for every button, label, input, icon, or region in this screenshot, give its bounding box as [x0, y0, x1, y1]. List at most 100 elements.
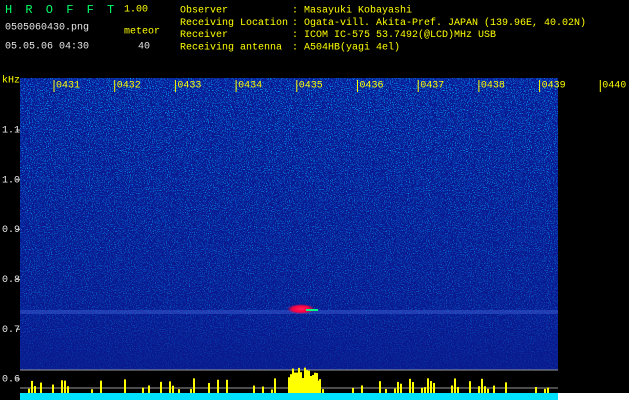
- echo-bar: [302, 378, 304, 393]
- echo-bar: [306, 370, 308, 393]
- carrier-line: [20, 310, 558, 314]
- echo-bar: [193, 378, 195, 393]
- echo-bar: [316, 373, 318, 393]
- echo-bar: [64, 380, 66, 393]
- echo-bar: [454, 378, 456, 393]
- echo-bar: [253, 385, 255, 393]
- echo-bar: [61, 380, 63, 393]
- y-tick-label: 1.0: [2, 175, 20, 186]
- echo-bar: [274, 378, 276, 393]
- labels: Observer : Masayuki Kobayashi Receiving Lo…: [2, 5, 626, 386]
- x-tick-label: 0433: [177, 81, 201, 92]
- echo-bar: [457, 387, 459, 393]
- echo-bar: [52, 384, 54, 393]
- echo-bar: [481, 378, 483, 393]
- axis-unit: kHz: [2, 75, 20, 87]
- x-tick-label: 0439: [542, 81, 566, 92]
- echo-bar: [379, 381, 381, 393]
- y-tick-label: 0.7: [2, 325, 20, 336]
- meteor-echo: [287, 304, 315, 314]
- echo-bar: [217, 379, 219, 393]
- echo-bar: [288, 377, 290, 393]
- echo-bar: [361, 385, 363, 393]
- spectrogram-noise: [20, 78, 558, 370]
- echo-bar: [290, 374, 292, 393]
- echo-bar: [352, 387, 354, 393]
- y-tick-label: 0.8: [2, 275, 20, 286]
- info-label: Receiving antenna: [180, 42, 282, 54]
- echo-bar: [469, 381, 471, 393]
- x-tick-label: 0438: [481, 81, 505, 92]
- info-value: : Masayuki Kobayashi: [292, 5, 412, 17]
- baseline: [20, 393, 558, 400]
- x-tick-label: 0434: [238, 81, 262, 92]
- info-value: : Ogata-vill. Akita-Pref. JAPAN (139.96E…: [292, 17, 586, 29]
- meteor-count: 40: [138, 42, 150, 53]
- echo-bar: [304, 367, 306, 393]
- echo-bar: [91, 389, 93, 393]
- echo-bar: [296, 372, 298, 393]
- echo-bar: [190, 389, 192, 393]
- x-tick-label: 0437: [420, 81, 444, 92]
- info-label: Receiving Location: [180, 17, 288, 29]
- echo-bar: [412, 382, 414, 393]
- x-tick-label: 0432: [117, 81, 141, 92]
- echo-bar: [322, 389, 324, 393]
- echo-bar: [385, 389, 387, 393]
- echo-bar: [178, 389, 180, 393]
- echo-bars: [28, 367, 549, 393]
- echo-bar: [294, 372, 296, 393]
- datetime: 05.05.06 04:30: [5, 42, 89, 53]
- info-label: Receiver: [180, 29, 228, 41]
- echo-bar: [451, 385, 453, 393]
- y-tick-label: 0.6: [2, 375, 20, 386]
- echo-bar: [298, 367, 300, 393]
- echo-bar: [31, 380, 33, 393]
- echo-bar: [226, 379, 228, 393]
- meteor-label: meteor: [124, 27, 160, 38]
- echo-bar: [28, 388, 30, 393]
- filename: 0505060430.png: [5, 23, 89, 34]
- echo-bar: [308, 370, 310, 393]
- echo-bar: [400, 383, 402, 393]
- echo-bar: [160, 381, 162, 393]
- x-tick-label: 0431: [56, 81, 80, 92]
- echo-bar: [169, 381, 171, 393]
- echo-bar: [544, 388, 546, 393]
- program-name: H R O F F T: [5, 3, 117, 17]
- echo-bar: [312, 375, 314, 393]
- y-tick-label: 1.1: [2, 126, 20, 137]
- echo-bar: [40, 382, 42, 393]
- echo-bar: [67, 386, 69, 393]
- echo-bar: [535, 387, 537, 393]
- echo-bar: [124, 379, 126, 393]
- echo-bar: [409, 378, 411, 393]
- info-value: : A504HB(yagi 4el): [292, 42, 400, 54]
- echo-bar: [433, 382, 435, 393]
- echo-bar: [397, 381, 399, 393]
- x-tick-label: 0436: [359, 81, 383, 92]
- echo-bar: [547, 387, 549, 393]
- info-value: : ICOM IC-575 53.7492(@LCD)MHz USB: [292, 29, 496, 41]
- echo-bar: [424, 387, 426, 393]
- baseline-end: [558, 393, 629, 400]
- echo-bar: [478, 386, 480, 393]
- echo-bar: [310, 375, 312, 393]
- y-tick-label: 0.9: [2, 225, 20, 236]
- echo-bar: [148, 385, 150, 393]
- x-tick-label: 0440: [602, 81, 626, 92]
- echo-bar: [430, 381, 432, 393]
- echo-bar: [34, 386, 36, 393]
- echo-bar: [300, 372, 302, 393]
- echo-bar: [421, 387, 423, 393]
- version: 1.00: [124, 5, 148, 16]
- echo-bar: [262, 386, 264, 393]
- echo-bar: [292, 368, 294, 393]
- echo-bar: [484, 386, 486, 393]
- echo-bar: [318, 380, 320, 393]
- x-tick-label: 0435: [299, 81, 323, 92]
- echo-bar: [505, 382, 507, 393]
- info-label: Observer: [180, 5, 228, 17]
- echo-bar: [208, 382, 210, 393]
